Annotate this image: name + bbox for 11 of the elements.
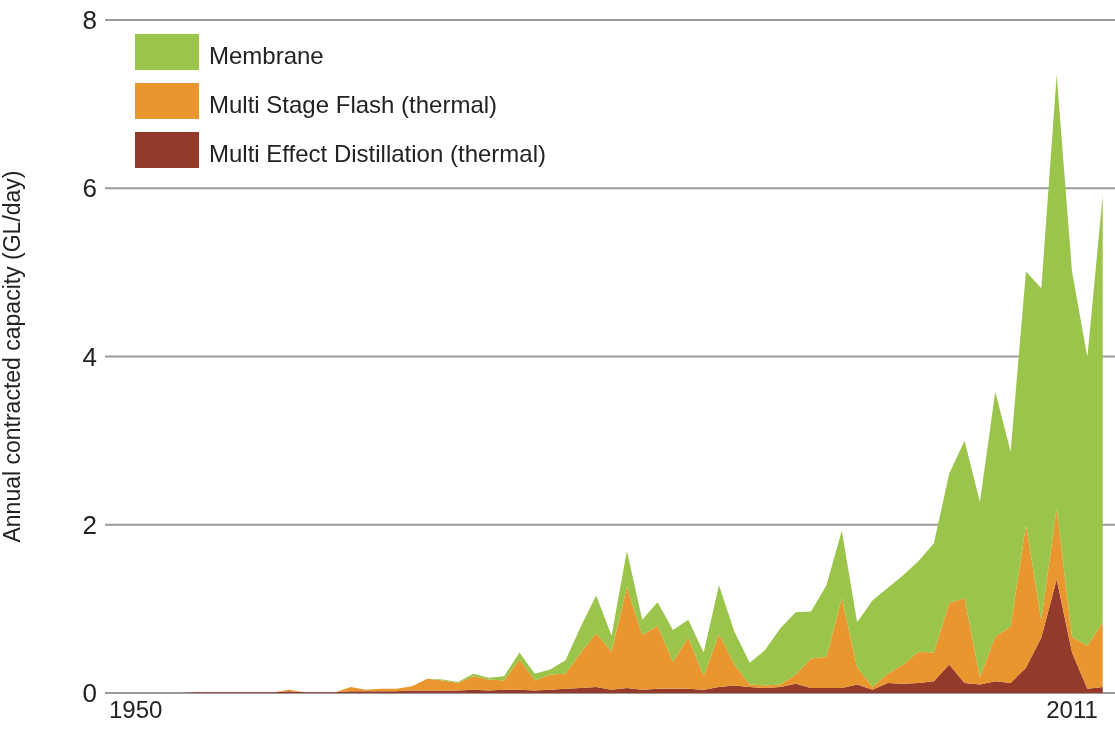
y-tick-label: 2 bbox=[82, 509, 97, 540]
y-tick-label: 6 bbox=[82, 173, 97, 204]
y-tick-label: 8 bbox=[82, 5, 97, 36]
y-tick-label: 0 bbox=[82, 678, 97, 709]
y-axis-title: Annual contracted capacity (GL/day) bbox=[0, 170, 26, 543]
y-tick-label: 4 bbox=[82, 341, 97, 372]
x-tick-label: 2011 bbox=[1046, 696, 1098, 724]
legend-label: Membrane bbox=[209, 42, 324, 70]
legend-label: Multi Effect Distillation (thermal) bbox=[209, 140, 546, 168]
legend-label: Multi Stage Flash (thermal) bbox=[209, 91, 498, 119]
x-tick-label: 1950 bbox=[109, 696, 163, 724]
